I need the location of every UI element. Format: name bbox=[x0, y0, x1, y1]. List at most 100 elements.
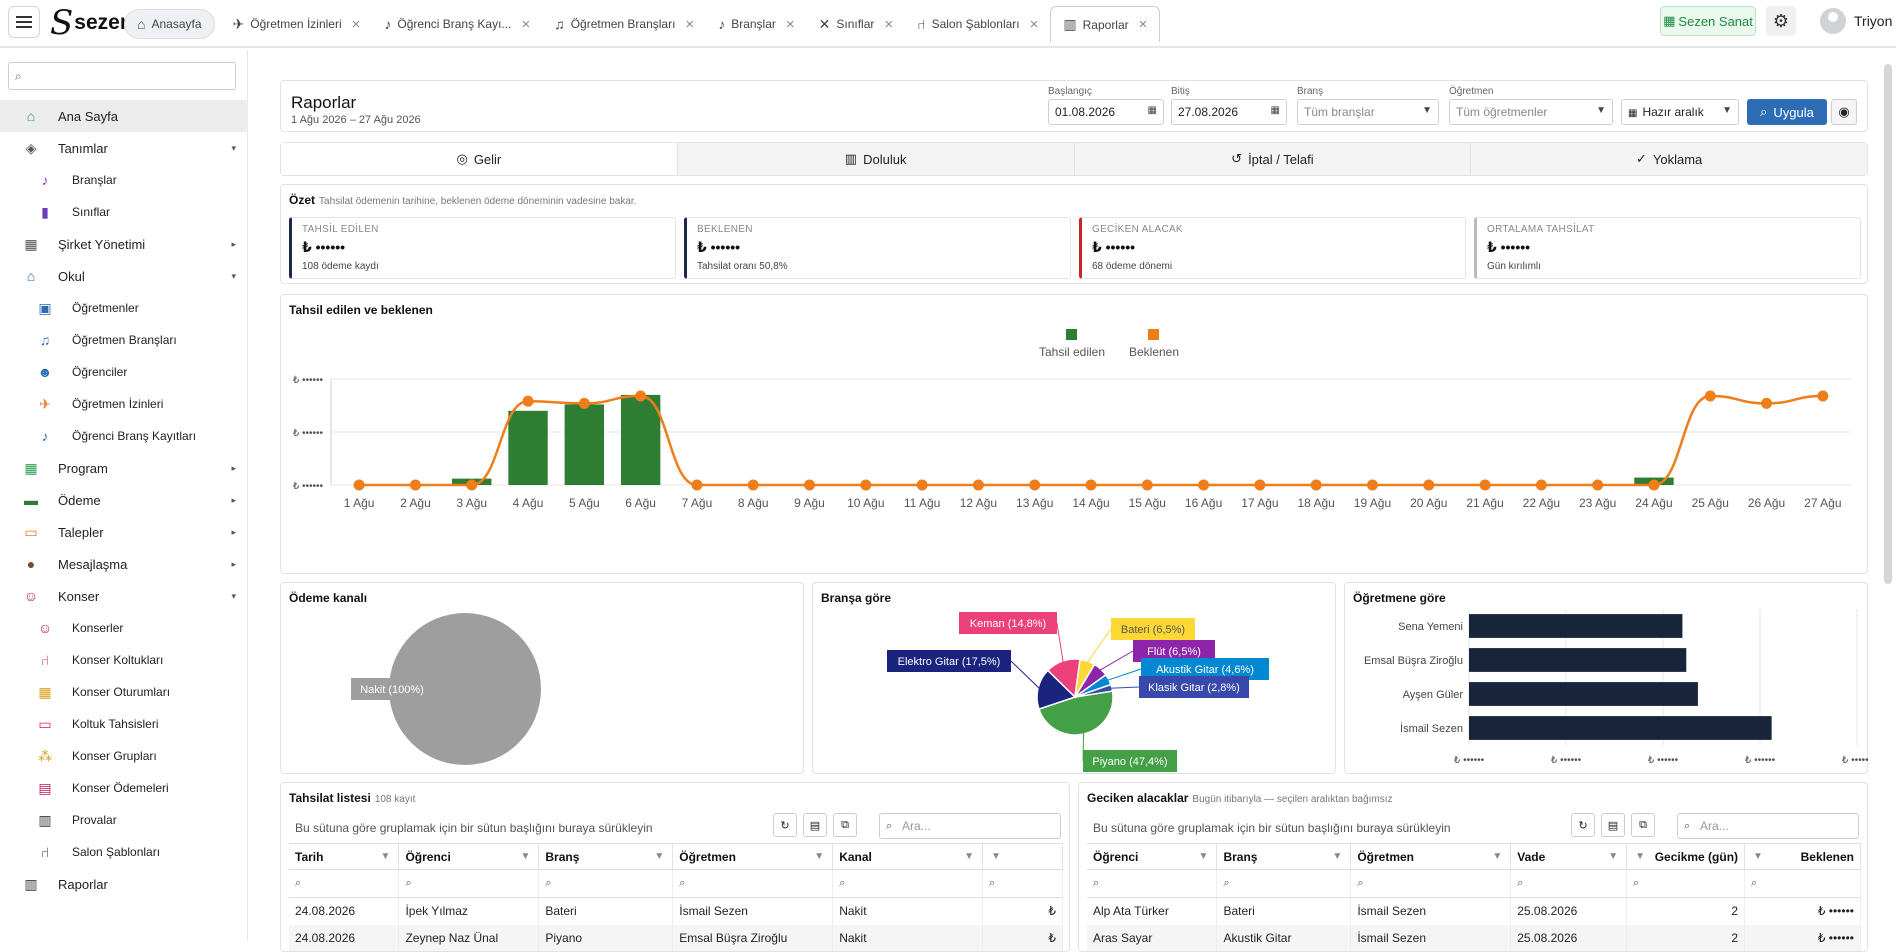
close-icon[interactable]: × bbox=[786, 16, 795, 33]
filter-icon[interactable]: ▼ bbox=[1608, 851, 1618, 862]
data-point[interactable] bbox=[1086, 480, 1097, 491]
sidebar-item-10[interactable]: ♪Öğrenci Branş Kayıtları bbox=[0, 420, 248, 452]
bar[interactable] bbox=[565, 404, 604, 485]
column-filter-input[interactable]: ⌕ bbox=[983, 870, 1063, 898]
column-header[interactable]: Vade▼ bbox=[1511, 844, 1627, 870]
data-point[interactable] bbox=[1592, 480, 1603, 491]
sidebar-item-22[interactable]: ▥Provalar bbox=[0, 804, 248, 836]
data-point[interactable] bbox=[1761, 398, 1772, 409]
data-point[interactable] bbox=[1142, 480, 1153, 491]
column-filter-input[interactable]: ⌕ bbox=[289, 870, 399, 898]
export-button[interactable]: ▤ bbox=[803, 813, 827, 837]
data-point[interactable] bbox=[1817, 390, 1828, 401]
data-point[interactable] bbox=[1198, 480, 1209, 491]
close-icon[interactable]: × bbox=[1139, 16, 1148, 33]
column-header[interactable]: Branş▼ bbox=[539, 844, 673, 870]
filter-icon[interactable]: ▼ bbox=[1753, 851, 1763, 862]
data-point[interactable] bbox=[1029, 480, 1040, 491]
tab-7[interactable]: ▥Raporlar× bbox=[1050, 6, 1160, 42]
column-filter-input[interactable]: ⌕ bbox=[1511, 870, 1627, 898]
tab-5[interactable]: ✕Sınıflar× bbox=[807, 6, 906, 42]
column-filter-input[interactable]: ⌕ bbox=[539, 870, 673, 898]
end-date-input[interactable]: 27.08.2026▦ bbox=[1171, 99, 1287, 125]
sidebar-item-3[interactable]: ▮Sınıflar bbox=[0, 196, 248, 228]
sidebar-item-21[interactable]: ▤Konser Ödemeleri bbox=[0, 772, 248, 804]
column-header[interactable]: Öğrenci▼ bbox=[399, 844, 539, 870]
column-header[interactable]: ▼ bbox=[983, 844, 1063, 870]
column-header[interactable]: Öğretmen▼ bbox=[1351, 844, 1511, 870]
branch-filter-select[interactable]: Tüm branşlar▼ bbox=[1297, 99, 1439, 125]
user-menu[interactable]: Triyon bbox=[1820, 6, 1892, 36]
teacher-filter-select[interactable]: Tüm öğretmenler▼ bbox=[1449, 99, 1613, 125]
data-point[interactable] bbox=[973, 480, 984, 491]
sidebar-item-11[interactable]: ▦Program▸ bbox=[0, 452, 248, 484]
close-icon[interactable]: × bbox=[685, 16, 694, 33]
column-filter-input[interactable]: ⌕ bbox=[833, 870, 983, 898]
sidebar-item-6[interactable]: ▣Öğretmenler bbox=[0, 292, 248, 324]
refresh-button[interactable]: ↻ bbox=[1571, 813, 1595, 837]
sidebar-item-17[interactable]: ⑁Konser Koltukları bbox=[0, 644, 248, 676]
filter-icon[interactable]: ▼ bbox=[1332, 851, 1342, 862]
column-header[interactable]: Gecikme (gün)▼ bbox=[1627, 844, 1745, 870]
bar[interactable] bbox=[1469, 614, 1682, 638]
filter-icon[interactable]: ▼ bbox=[814, 851, 824, 862]
sidebar-item-12[interactable]: ▬Ödeme▸ bbox=[0, 484, 248, 516]
preset-range-button[interactable]: ▦Hazır aralık▼ bbox=[1621, 99, 1739, 125]
filter-icon[interactable]: ▼ bbox=[654, 851, 664, 862]
overdue-search-input[interactable]: ⌕Ara... bbox=[1677, 813, 1859, 839]
column-filter-input[interactable]: ⌕ bbox=[1217, 870, 1351, 898]
column-header[interactable]: Tarih▼ bbox=[289, 844, 399, 870]
bar[interactable] bbox=[1469, 716, 1772, 740]
column-filter-input[interactable]: ⌕ bbox=[673, 870, 833, 898]
visibility-toggle-button[interactable]: ◉ bbox=[1831, 99, 1857, 125]
sidebar-item-16[interactable]: ☺Konserler bbox=[0, 612, 248, 644]
filter-icon[interactable]: ▼ bbox=[1635, 851, 1645, 862]
sidebar-item-14[interactable]: ●Mesajlaşma▸ bbox=[0, 548, 248, 580]
column-header[interactable]: Branş▼ bbox=[1217, 844, 1351, 870]
filter-icon[interactable]: ▼ bbox=[1199, 851, 1209, 862]
data-point[interactable] bbox=[691, 480, 702, 491]
data-point[interactable] bbox=[860, 480, 871, 491]
sidebar-item-23[interactable]: ⑁Salon Şablonları bbox=[0, 836, 248, 868]
column-filter-input[interactable]: ⌕ bbox=[1087, 870, 1217, 898]
bar[interactable] bbox=[1469, 682, 1698, 706]
column-header[interactable]: Kanal▼ bbox=[833, 844, 983, 870]
report-tab-3[interactable]: ✓Yoklama bbox=[1471, 143, 1867, 175]
report-tab-2[interactable]: ↺İptal / Telafi bbox=[1075, 143, 1472, 175]
data-point[interactable] bbox=[1648, 480, 1659, 491]
column-filter-input[interactable]: ⌕ bbox=[1351, 870, 1511, 898]
sidebar-item-0[interactable]: ⌂Ana Sayfa bbox=[0, 100, 248, 132]
store-button[interactable]: ▦Sezen Sanat bbox=[1660, 6, 1756, 36]
data-point[interactable] bbox=[1480, 480, 1491, 491]
filter-icon[interactable]: ▼ bbox=[520, 851, 530, 862]
data-point[interactable] bbox=[466, 480, 477, 491]
collections-search-input[interactable]: ⌕Ara... bbox=[879, 813, 1061, 839]
sidebar-item-5[interactable]: ⌂Okul▾ bbox=[0, 260, 248, 292]
settings-button[interactable]: ⚙ bbox=[1766, 6, 1796, 36]
data-point[interactable] bbox=[523, 396, 534, 407]
apply-button[interactable]: ⌕Uygula bbox=[1747, 99, 1827, 125]
sidebar-item-9[interactable]: ✈Öğretmen İzinleri bbox=[0, 388, 248, 420]
tab-6[interactable]: ⑁Salon Şablonları× bbox=[905, 6, 1050, 42]
refresh-button[interactable]: ↻ bbox=[773, 813, 797, 837]
sidebar-item-4[interactable]: ▦Şirket Yönetimi▸ bbox=[0, 228, 248, 260]
close-icon[interactable]: × bbox=[884, 16, 893, 33]
app-logo[interactable]: S sezen bbox=[50, 4, 133, 42]
data-point[interactable] bbox=[748, 480, 759, 491]
data-point[interactable] bbox=[1423, 480, 1434, 491]
filter-icon[interactable]: ▼ bbox=[381, 851, 391, 862]
tab-3[interactable]: ♫Öğretmen Branşları× bbox=[542, 6, 706, 42]
data-point[interactable] bbox=[1536, 480, 1547, 491]
bar[interactable] bbox=[1469, 648, 1686, 672]
copy-button[interactable]: ⧉ bbox=[833, 813, 857, 837]
close-icon[interactable]: × bbox=[521, 16, 530, 33]
page-scrollbar[interactable] bbox=[1884, 64, 1892, 584]
tab-0[interactable]: ⌂Anasayfa bbox=[124, 9, 215, 39]
tab-4[interactable]: ♪Branşlar× bbox=[706, 6, 806, 42]
sidebar-item-20[interactable]: ⁂Konser Grupları bbox=[0, 740, 248, 772]
report-tab-0[interactable]: ◎Gelir bbox=[281, 143, 678, 175]
bar[interactable] bbox=[508, 411, 547, 485]
